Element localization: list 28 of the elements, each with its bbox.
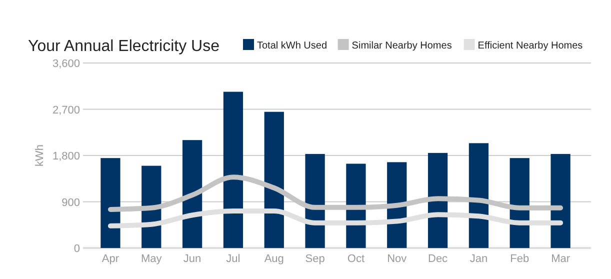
bar <box>100 158 120 248</box>
y-tick-label: 2,700 <box>52 104 80 116</box>
x-tick-label: Nov <box>387 253 408 265</box>
y-axis-title: kWh <box>34 144 46 166</box>
chart-title: Your Annual Electricity Use <box>28 38 220 55</box>
y-tick-label: 900 <box>62 196 80 209</box>
y-tick-label: 3,600 <box>52 58 80 70</box>
x-tick-label: Apr <box>102 253 120 265</box>
bar <box>223 92 244 248</box>
y-tick-label: 0 <box>74 243 80 255</box>
y-tick-label: 1,800 <box>52 150 80 162</box>
x-tick-label: Feb <box>510 253 530 265</box>
x-tick-label: Dec <box>428 253 448 265</box>
x-tick-label: Aug <box>264 253 284 265</box>
legend-label: Efficient Nearby Homes <box>478 40 583 52</box>
bar <box>550 154 570 248</box>
legend-label: Total kWh Used <box>257 40 328 52</box>
x-tick-label: May <box>140 253 162 265</box>
x-tick-label: Sep <box>305 253 325 265</box>
x-tick-label: Jan <box>470 253 488 265</box>
x-tick-label: Jun <box>183 253 202 265</box>
legend-label: Similar Nearby Homes <box>352 40 452 52</box>
x-tick-label: Oct <box>347 253 365 265</box>
x-tick-label: Jul <box>226 253 240 265</box>
bar <box>182 140 202 248</box>
x-tick-label: Mar <box>551 253 570 265</box>
bar <box>468 143 489 248</box>
bar <box>264 112 284 248</box>
